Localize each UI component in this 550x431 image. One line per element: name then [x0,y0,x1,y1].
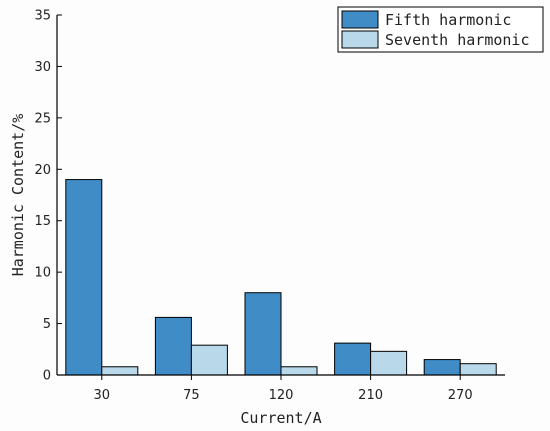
bar-seventh-harmonic-210 [370,350,408,376]
y-tick-label: 25 [34,111,51,126]
bar-seventh-harmonic-270 [459,363,497,376]
x-tick-label: 270 [448,388,473,403]
y-tick-label: 15 [34,214,51,229]
y-tick-label: 10 [34,266,51,281]
bar-seventh-harmonic-30 [101,366,139,376]
bar-fifth-harmonic-75 [154,316,192,376]
bar-seventh-harmonic-75 [190,344,228,376]
y-axis-ticks: 0 5 10 15 20 25 30 35 [34,9,62,384]
bar-fifth-harmonic-270 [423,359,461,376]
x-tick-label: 75 [183,388,200,403]
y-tick-label: 20 [34,163,51,178]
bar-fifth-harmonic-210 [334,342,372,376]
y-tick-label: 0 [43,369,51,384]
x-axis-ticks: 30 75 120 210 270 [94,375,473,403]
bar-fifth-harmonic-30 [65,179,103,376]
x-tick-label: 30 [94,388,111,403]
legend: Fifth harmonic Seventh harmonic [337,6,544,53]
legend-label-seventh-harmonic: Seventh harmonic [385,31,530,49]
bar-seventh-harmonic-120 [280,366,318,376]
bars-group [65,179,497,376]
legend-swatch-seventh-harmonic [341,30,379,49]
legend-label-fifth-harmonic: Fifth harmonic [385,11,511,29]
y-tick-label: 35 [34,9,51,24]
y-axis-title: Harmonic Content/% [9,114,27,277]
y-tick-label: 5 [43,317,51,332]
y-tick-label: 30 [34,60,51,75]
bar-fifth-harmonic-120 [244,292,282,376]
x-tick-label: 210 [358,388,383,403]
legend-swatch-fifth-harmonic [341,10,379,29]
x-tick-label: 120 [269,388,294,403]
x-axis-title: Current/A [240,409,321,427]
